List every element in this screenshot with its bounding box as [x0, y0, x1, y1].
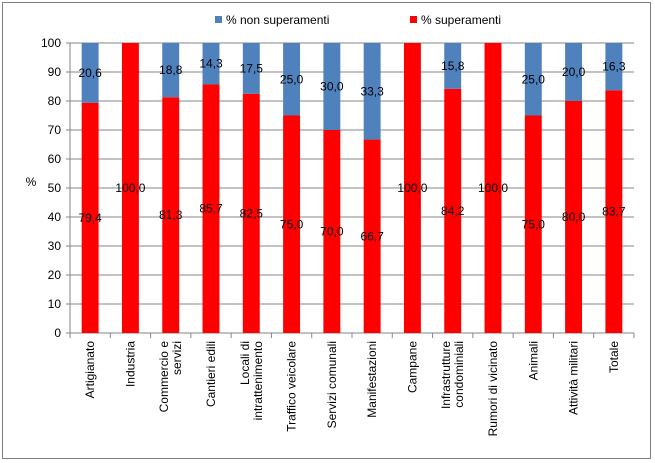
- y-axis-title: %: [26, 175, 37, 189]
- bar-non-superamenti: [363, 43, 381, 140]
- x-tick-label-line: condominiali: [452, 341, 466, 408]
- data-label-superamenti: 80,0: [562, 210, 586, 224]
- x-tick-label-line: Totale: [607, 341, 621, 373]
- y-tick-label: 90: [48, 65, 62, 79]
- x-tick-label-line: Attività militari: [567, 341, 581, 415]
- x-tick-label: Servizi comunali: [325, 341, 339, 428]
- bar-non-superamenti: [81, 43, 99, 103]
- data-label-non-superamenti: 15,8: [441, 59, 465, 73]
- x-tick-label: Cantieri edili: [204, 341, 218, 407]
- legend-label: % non superamenti: [226, 13, 329, 27]
- data-label-superamenti: 81,3: [159, 208, 183, 222]
- legend-label: % superamenti: [421, 13, 501, 27]
- bar-superamenti: [363, 139, 381, 333]
- x-tick-label: Industria: [123, 341, 137, 387]
- data-label-superamenti: 100,0: [478, 181, 508, 195]
- bar-superamenti: [323, 130, 341, 333]
- y-tick-label: 60: [48, 152, 62, 166]
- x-tick-label-line: Locali di: [238, 341, 252, 385]
- x-tick-label-line: Animali: [526, 341, 540, 380]
- data-label-non-superamenti: 30,0: [320, 80, 344, 94]
- data-label-non-superamenti: 14,3: [199, 57, 223, 71]
- x-tick-label: Traffico veicolare: [285, 341, 299, 432]
- y-tick-label: 40: [48, 210, 62, 224]
- x-tick-label-line: Artigianato: [83, 341, 97, 399]
- bar-superamenti: [242, 93, 260, 333]
- data-label-non-superamenti: 25,0: [522, 72, 546, 86]
- bar-non-superamenti: [605, 43, 623, 91]
- data-label-superamenti: 66,7: [360, 229, 384, 243]
- bar-non-superamenti: [323, 43, 341, 130]
- y-tick-label: 80: [48, 94, 62, 108]
- bar-non-superamenti: [283, 43, 301, 116]
- x-tick-label: Infrastrutturecondominiali: [439, 341, 466, 409]
- stacked-bar-chart: 0 10 20 30 40 50 60 70 80 90 100% 79,4 20,6 Artigiana…: [26, 13, 635, 437]
- data-label-superamenti: 83,7: [602, 205, 626, 219]
- legend-swatch: [215, 16, 222, 23]
- x-tick-label-line: Servizi comunali: [325, 341, 339, 428]
- data-label-superamenti: 75,0: [522, 217, 546, 231]
- data-label-superamenti: 100,0: [115, 181, 145, 195]
- data-label-superamenti: 85,7: [199, 202, 223, 216]
- x-tick-label-line: servizi: [170, 341, 184, 375]
- data-label-non-superamenti: 17,5: [240, 61, 264, 75]
- x-tick-label-line: Traffico veicolare: [285, 341, 299, 432]
- data-label-non-superamenti: 18,8: [159, 63, 183, 77]
- bar-superamenti: [444, 88, 462, 333]
- x-tick-label: Campane: [405, 341, 419, 393]
- x-tick-label-line: intrattenimento: [251, 341, 265, 421]
- bar-non-superamenti: [162, 42, 180, 98]
- x-tick-label: Manifestazioni: [365, 341, 379, 418]
- bar-superamenti: [121, 43, 139, 333]
- y-tick-label: 0: [54, 326, 61, 340]
- x-tick-label-line: Manifestazioni: [365, 341, 379, 418]
- data-label-non-superamenti: 33,3: [360, 84, 384, 98]
- bar-non-superamenti: [202, 43, 220, 85]
- bar-non-superamenti: [524, 43, 542, 116]
- x-tick-label: Animali: [526, 341, 540, 380]
- data-label-superamenti: 70,0: [320, 225, 344, 239]
- x-tick-label-line: Commercio e: [157, 341, 171, 413]
- bar-non-superamenti: [444, 43, 462, 89]
- bar-superamenti: [81, 102, 99, 334]
- x-tick-label: Locali diintrattenimento: [238, 341, 265, 421]
- data-label-superamenti: 75,0: [280, 217, 304, 231]
- bar-superamenti: [403, 43, 421, 333]
- bar-non-superamenti: [242, 43, 260, 94]
- bar-superamenti: [524, 115, 542, 333]
- data-label-superamenti: 82,5: [240, 206, 264, 220]
- y-tick-label: 100: [41, 36, 61, 50]
- x-tick-label: Totale: [607, 341, 621, 373]
- bar-superamenti: [565, 101, 583, 333]
- bar-superamenti: [283, 115, 301, 333]
- chart-frame: 0 10 20 30 40 50 60 70 80 90 100% 79,4 20,6 Artigiana…: [2, 2, 651, 459]
- y-tick-label: 70: [48, 123, 62, 137]
- y-tick-label: 20: [48, 268, 62, 282]
- y-tick-label: 50: [48, 181, 62, 195]
- bar-superamenti: [202, 84, 220, 333]
- x-tick-label-line: Cantieri edili: [204, 341, 218, 407]
- data-label-non-superamenti: 16,3: [602, 60, 626, 74]
- x-tick-label: Rumori di vicinato: [486, 341, 500, 437]
- x-tick-label: Artigianato: [83, 341, 97, 399]
- data-label-superamenti: 79,4: [78, 211, 102, 225]
- y-tick-label: 30: [48, 239, 62, 253]
- x-tick-label-line: Industria: [123, 341, 137, 387]
- bar-superamenti: [605, 90, 623, 334]
- x-tick-label: Attività militari: [567, 341, 581, 415]
- data-label-non-superamenti: 20,6: [78, 66, 102, 80]
- x-tick-label-line: Rumori di vicinato: [486, 341, 500, 437]
- x-tick-label-line: Infrastrutture: [439, 341, 453, 409]
- data-label-non-superamenti: 25,0: [280, 72, 304, 86]
- bar-non-superamenti: [565, 43, 583, 101]
- data-label-non-superamenti: 20,0: [562, 65, 586, 79]
- bar-superamenti: [162, 97, 180, 333]
- y-tick-label: 10: [48, 297, 62, 311]
- data-label-superamenti: 100,0: [397, 181, 427, 195]
- data-label-superamenti: 84,2: [441, 204, 465, 218]
- legend-swatch: [410, 16, 417, 23]
- x-tick-label-line: Campane: [405, 341, 419, 393]
- x-tick-label: Commercio eservizi: [157, 341, 184, 413]
- bar-superamenti: [484, 43, 502, 333]
